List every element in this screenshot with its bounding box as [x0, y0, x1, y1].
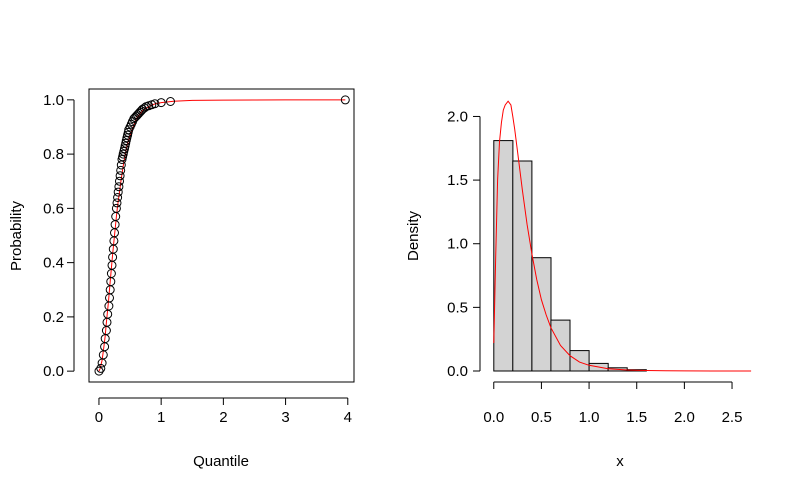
density-x-tick-label: 2.5 — [722, 409, 743, 426]
density-curve — [493, 100, 752, 372]
cdf-y-axis: 0.0 0.2 0.4 0.6 0.8 1.0 — [43, 92, 75, 380]
density-x-axis: 0.0 0.5 1.0 1.5 2.0 2.5 — [483, 381, 743, 426]
cdf-point — [111, 203, 121, 213]
cdf-point — [116, 165, 126, 175]
cdf-y-tick-label: 0.8 — [43, 146, 64, 163]
density-x-tick-label: 1.0 — [579, 409, 600, 426]
cdf-x-axis-title: Quantile — [193, 453, 249, 470]
cdf-x-axis: 0 1 2 3 4 — [95, 397, 352, 426]
cdf-points — [94, 95, 350, 376]
histogram-bar — [569, 350, 590, 372]
cdf-x-tick-label: 0 — [95, 409, 103, 426]
cdf-y-tick-label: 0.0 — [43, 363, 64, 380]
cdf-curve-line — [98, 99, 346, 372]
histogram-bar — [531, 257, 552, 372]
cdf-y-tick-label: 0.6 — [43, 200, 64, 217]
cdf-point — [96, 363, 106, 373]
cdf-point — [139, 103, 149, 113]
cdf-point — [114, 182, 124, 192]
cdf-point — [156, 98, 166, 108]
histogram-bars — [493, 140, 647, 372]
cdf-x-tick-label: 3 — [281, 409, 289, 426]
cdf-point — [94, 366, 104, 376]
cdf-y-tick-label: 0.4 — [43, 255, 64, 272]
density-y-axis: 0.0 0.5 1.0 1.5 2.0 — [447, 108, 481, 380]
density-y-tick-label: 1.0 — [447, 236, 468, 253]
density-x-tick-label: 1.5 — [626, 409, 647, 426]
cdf-x-tick-label: 1 — [157, 409, 165, 426]
density-y-axis-title: Density — [405, 210, 422, 261]
density-y-tick-label: 2.0 — [447, 108, 468, 125]
density-x-tick-label: 2.0 — [674, 409, 695, 426]
density-x-axis-title: x — [616, 453, 624, 470]
cdf-plot-box — [88, 88, 355, 383]
cdf-point — [113, 193, 123, 202]
cdf-panel: 0 1 2 3 4 0.0 0.2 0.4 0.6 0.8 1.0 Quantile Probab… — [8, 88, 355, 470]
density-x-tick-label: 0.5 — [531, 409, 552, 426]
cdf-y-tick-label: 0.2 — [43, 309, 64, 326]
cdf-point — [340, 95, 350, 105]
density-y-tick-label: 0.5 — [447, 299, 468, 316]
density-y-tick-label: 1.5 — [447, 172, 468, 189]
density-panel: 0.0 0.5 1.0 1.5 2.0 2.5 0.0 0.5 1.0 1.5 2.0 x Den… — [405, 100, 752, 470]
cdf-y-axis-title: Probability — [8, 200, 25, 271]
cdf-y-tick-label: 1.0 — [43, 92, 64, 109]
cdf-point — [113, 187, 123, 197]
cdf-point — [112, 198, 122, 208]
density-x-tick-label: 0.0 — [483, 409, 504, 426]
cdf-x-tick-label: 2 — [219, 409, 227, 426]
cdf-x-tick-label: 4 — [344, 409, 352, 426]
density-curve-line — [493, 100, 752, 372]
cdf-point — [115, 171, 125, 181]
histogram-bar — [493, 140, 514, 372]
cdf-point — [166, 97, 175, 106]
density-y-tick-label: 0.0 — [447, 363, 468, 380]
cdf-point — [104, 301, 114, 311]
cdf-point — [115, 176, 124, 186]
cdf-fitted-curve — [98, 99, 346, 372]
cdf-point — [150, 99, 160, 109]
